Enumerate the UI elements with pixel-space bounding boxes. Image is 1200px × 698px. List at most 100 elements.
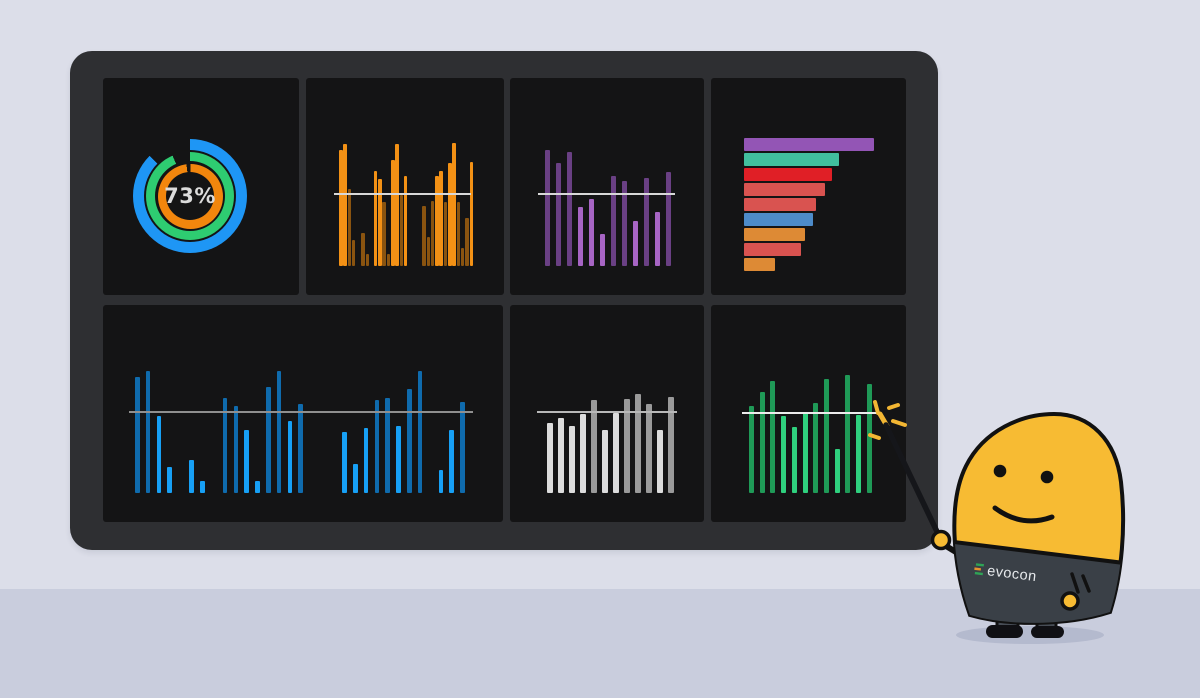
column-bar: [222, 397, 228, 493]
target-line: [742, 412, 877, 414]
column-bar: [396, 425, 401, 493]
column-bar: [465, 218, 469, 266]
column-bar: [834, 449, 840, 493]
column-bar: [439, 171, 443, 266]
column-bar: [189, 460, 194, 493]
column-bar: [347, 188, 352, 266]
mascot-shadow: [956, 626, 1104, 644]
column-bar: [600, 233, 605, 266]
column-bar: [449, 429, 454, 493]
horizontal-bar: [744, 198, 816, 211]
column-bar: [378, 178, 382, 266]
column-bar: [668, 397, 674, 493]
column-bar: [591, 399, 597, 493]
panel-green-columns: [711, 305, 906, 522]
column-bar: [244, 429, 249, 493]
column-bar: [644, 177, 649, 266]
column-bar: [135, 377, 140, 493]
dashboard-board: 73%: [70, 51, 938, 550]
column-bar: [823, 378, 829, 493]
column-bar: [759, 391, 765, 493]
column-bar: [342, 432, 347, 493]
column-bar: [435, 176, 439, 266]
donut-center-label: 73%: [164, 184, 216, 208]
column-bar: [813, 403, 819, 493]
column-bar: [233, 406, 239, 493]
column-bar: [266, 386, 271, 493]
column-bar: [545, 150, 550, 266]
column-bar: [460, 247, 465, 266]
column-bar: [200, 480, 205, 493]
column-bar: [276, 371, 282, 493]
column-bar: [374, 400, 380, 493]
target-line: [129, 411, 473, 413]
column-bar: [298, 403, 303, 493]
column-bar: [866, 384, 872, 493]
panel-oee-donut: 73%: [103, 78, 299, 295]
column-bar: [407, 389, 412, 493]
column-bar: [567, 152, 572, 266]
column-bar: [426, 236, 431, 266]
target-line: [334, 193, 471, 195]
column-bar: [448, 162, 452, 266]
column-bar: [770, 380, 776, 493]
column-bar: [556, 162, 561, 266]
column-bar: [845, 375, 851, 493]
mascot-left-hand: [930, 529, 952, 551]
column-bar: [395, 144, 399, 266]
mascot-band: [954, 540, 1124, 623]
column-bar: [666, 172, 671, 266]
column-bar: [373, 171, 378, 266]
column-bar: [613, 412, 619, 493]
column-bar: [611, 175, 616, 266]
evocon-logo-text: evocon: [986, 563, 1037, 585]
horizontal-bar: [744, 183, 825, 196]
column-bar: [802, 412, 808, 493]
pointer-stick: [877, 411, 944, 543]
column-bar: [856, 415, 861, 493]
column-bar: [791, 426, 797, 493]
column-bar: [452, 143, 456, 266]
horizontal-bar: [744, 138, 874, 151]
evocon-logo: evocon: [974, 563, 1038, 585]
target-line: [538, 193, 675, 195]
column-bar: [422, 205, 426, 266]
column-bar: [580, 413, 586, 493]
column-bar: [339, 150, 343, 266]
column-bar: [633, 220, 638, 266]
column-bar: [469, 161, 474, 266]
evocon-mascot: evocon: [868, 400, 1126, 644]
horizontal-bar: [744, 258, 776, 271]
column-bar: [385, 397, 390, 493]
column-bar: [391, 160, 395, 266]
column-bar: [602, 429, 608, 493]
horizontal-bar: [744, 213, 813, 226]
column-bar: [430, 200, 435, 266]
mascot-right-arm: [1060, 572, 1091, 611]
column-bar: [255, 480, 260, 493]
column-bar: [343, 144, 347, 266]
column-bar: [622, 181, 627, 266]
panel-gray-columns: [510, 305, 704, 522]
spark-icon: [868, 400, 907, 440]
column-bar: [382, 202, 386, 266]
column-bar: [646, 403, 652, 493]
column-bar: [635, 394, 641, 493]
target-line: [537, 411, 677, 413]
horizontal-bar: [744, 228, 806, 241]
column-bar: [781, 416, 787, 493]
column-bar: [167, 467, 172, 493]
horizontal-bar: [744, 168, 833, 181]
column-bar: [351, 240, 356, 266]
evocon-logo-icon: [974, 563, 985, 576]
column-bar: [655, 211, 660, 266]
column-bar: [386, 253, 391, 266]
column-bar: [417, 371, 423, 493]
column-bar: [456, 202, 461, 266]
column-bar: [589, 198, 594, 266]
column-bar: [353, 463, 358, 493]
column-bar: [547, 422, 553, 493]
column-bar: [365, 253, 370, 266]
column-bar: [403, 176, 408, 266]
